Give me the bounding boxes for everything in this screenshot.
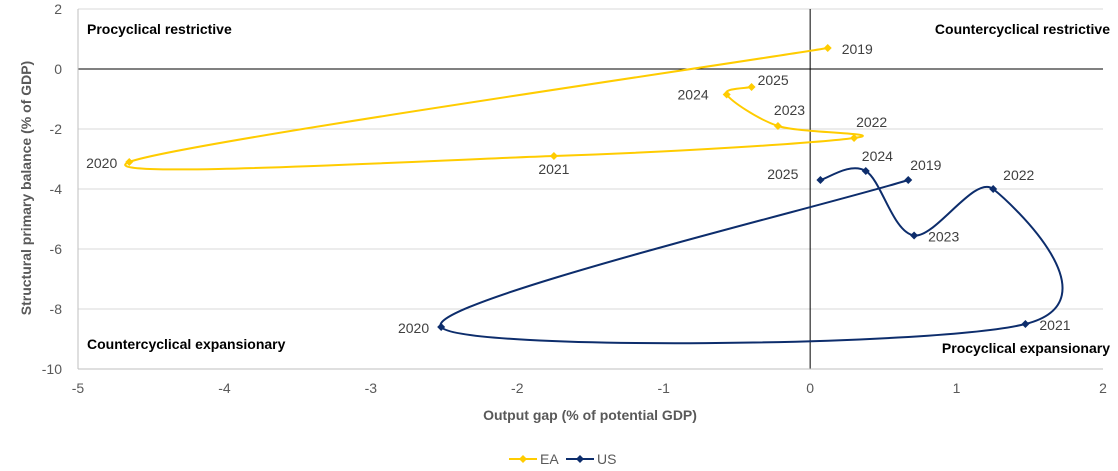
legend: EA US <box>509 451 616 467</box>
point-label-us-2022: 2022 <box>1003 167 1034 183</box>
point-label-us-2020: 2020 <box>398 320 429 336</box>
point-us-2019 <box>904 176 913 184</box>
quadrant-bottom-right: Procyclical expansionary <box>942 340 1110 356</box>
y-tick-label: -8 <box>50 301 63 317</box>
point-ea-2023 <box>773 122 782 130</box>
y-tick-label: 0 <box>54 61 62 77</box>
point-us-2025 <box>816 176 825 184</box>
y-tick-label: -2 <box>50 121 63 137</box>
x-tick-label: -4 <box>218 380 231 396</box>
x-tick-label: 1 <box>953 380 961 396</box>
point-us-2024 <box>861 167 870 175</box>
series-layer <box>124 44 1064 345</box>
series-us-line <box>439 167 1064 345</box>
point-label-us-2024: 2024 <box>862 148 893 164</box>
x-axis-title: Output gap (% of potential GDP) <box>483 407 697 423</box>
quadrant-top-right: Countercyclical restrictive <box>935 21 1110 37</box>
tick-labels: -10-8-6-4-202-5 -4 -3 -2 -1 0 1 2 <box>42 1 1107 396</box>
point-label-us-2019: 2019 <box>910 157 941 173</box>
quadrant-top-left: Procyclical restrictive <box>87 21 232 37</box>
point-label-ea-2020: 2020 <box>86 155 117 171</box>
point-us-2022 <box>989 185 998 193</box>
point-label-ea-2021: 2021 <box>538 161 569 177</box>
x-tick-label: -2 <box>511 380 524 396</box>
y-tick-label: -4 <box>50 181 63 197</box>
y-tick-label: -10 <box>42 361 62 377</box>
quadrant-bottom-left: Countercyclical expansionary <box>87 336 286 352</box>
legend-us-marker <box>576 455 584 463</box>
point-us-2020 <box>437 323 446 331</box>
point-ea-2019 <box>823 44 832 52</box>
legend-ea-label: EA <box>540 451 559 467</box>
point-ea-2021 <box>549 152 558 160</box>
point-ea-2025 <box>747 83 756 91</box>
point-ea-2024 <box>722 90 731 99</box>
point-us-2023 <box>910 231 919 240</box>
legend-us-label: US <box>597 451 616 467</box>
point-label-ea-2023: 2023 <box>774 102 805 118</box>
x-tick-label: -5 <box>72 380 85 396</box>
y-tick-label: -6 <box>50 241 63 257</box>
point-ea-2022 <box>850 134 859 142</box>
point-labels: 2019 2020 2021 2022 2023 2024 2025 2019 2020 2021… <box>86 41 1071 336</box>
legend-ea-marker <box>519 455 527 463</box>
series-ea-line <box>124 47 864 171</box>
point-label-us-2021: 2021 <box>1039 317 1070 333</box>
x-tick-label: 0 <box>806 380 814 396</box>
point-us-2021 <box>1021 320 1030 328</box>
point-label-us-2025: 2025 <box>767 166 798 182</box>
axes <box>77 9 1103 370</box>
x-tick-label: -1 <box>657 380 670 396</box>
point-label-ea-2022: 2022 <box>856 114 887 130</box>
gridlines <box>78 8 1103 370</box>
point-label-ea-2019: 2019 <box>842 41 873 57</box>
x-tick-label: 2 <box>1099 380 1107 396</box>
point-ea-2020 <box>125 158 134 166</box>
x-tick-label: -3 <box>365 380 378 396</box>
y-tick-label: 2 <box>54 1 62 17</box>
point-label-ea-2024: 2024 <box>678 87 709 103</box>
y-axis-title: Structural primary balance (% of GDP) <box>18 61 34 315</box>
point-label-ea-2025: 2025 <box>758 72 789 88</box>
point-label-us-2023: 2023 <box>928 229 959 245</box>
